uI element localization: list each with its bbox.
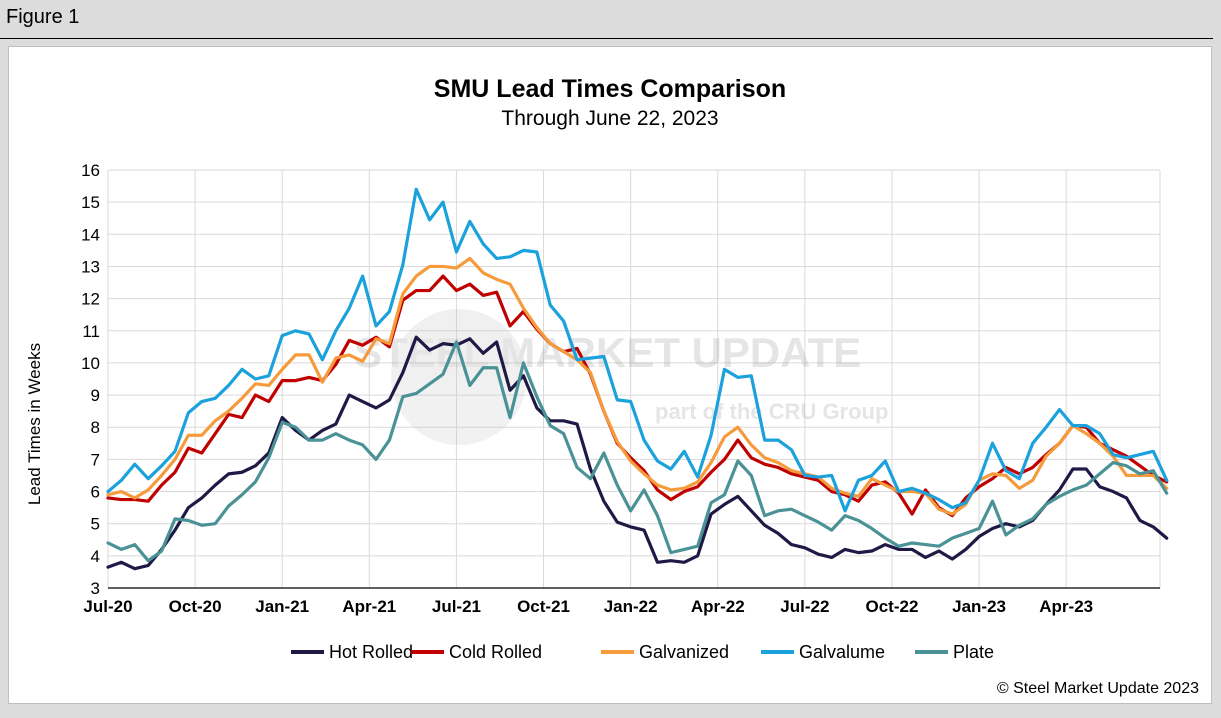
chart-title: SMU Lead Times Comparison [434,75,786,103]
series-line-galvalume [106,187,1169,513]
legend: Hot Rolled Cold Rolled Galvanized Galvalume… [291,642,994,662]
chart-canvas: STEEL MARKET UPDATE part of the CRU Grou… [25,75,1199,697]
y-tick-label: 13 [81,257,100,276]
series-line-hot-rolled [106,335,1169,571]
y-tick-label: 8 [91,418,100,437]
series-line-plate [106,340,1169,563]
watermark: STEEL MARKET UPDATE part of the CRU Grou… [354,309,888,445]
chart-subtitle: Through June 22, 2023 [501,107,718,130]
top-divider [0,38,1213,39]
y-tick-label: 16 [81,161,100,180]
x-tick-label: Jul-20 [83,597,132,616]
figure-label: Figure 1 [6,6,80,28]
x-axis-ticks: Jul-20 Oct-20 Jan-21 Apr-21 Jul-21 Oct-21 Jan-… [83,597,1093,616]
x-tick-label: Apr-21 [342,597,396,616]
y-tick-label: 9 [91,386,100,405]
series-lines [106,187,1169,571]
y-tick-label: 6 [91,483,100,502]
y-tick-label: 7 [91,450,100,469]
chart-panel: STEEL MARKET UPDATE part of the CRU Grou… [8,46,1212,704]
x-tick-label: Oct-21 [517,597,570,616]
x-tick-label: Apr-23 [1039,597,1093,616]
y-tick-label: 4 [91,547,100,566]
gridlines [107,169,1161,588]
y-tick-label: 5 [91,515,100,534]
x-tick-label: Jan-23 [952,597,1006,616]
y-tick-label: 12 [81,290,100,309]
series-line-galvanized [106,256,1169,516]
y-tick-label: 14 [81,225,100,244]
legend-label-hot-rolled: Hot Rolled [329,642,413,662]
x-tick-label: Jul-22 [780,597,829,616]
copyright-text: © Steel Market Update 2023 [997,680,1199,697]
y-tick-label: 11 [82,322,100,341]
y-tick-label: 10 [81,354,100,373]
x-tick-label: Jan-21 [255,597,309,616]
x-tick-label: Oct-22 [866,597,919,616]
x-tick-label: Oct-20 [169,597,222,616]
series-line-cold-rolled [106,274,1169,518]
legend-label-galvanized: Galvanized [639,642,729,662]
legend-label-plate: Plate [953,642,994,662]
y-axis-ticks: 3 4 5 6 7 8 9 10 11 12 13 14 15 16 [81,161,100,598]
legend-label-cold-rolled: Cold Rolled [449,642,542,662]
y-axis-label: Lead Times in Weeks [25,343,44,505]
x-tick-label: Jul-21 [432,597,481,616]
y-tick-label: 3 [91,579,100,598]
x-tick-label: Apr-22 [691,597,745,616]
watermark-sub-text: part of the CRU Group [655,399,888,424]
y-tick-label: 15 [81,193,100,212]
legend-label-galvalume: Galvalume [799,642,885,662]
x-tick-label: Jan-22 [604,597,658,616]
